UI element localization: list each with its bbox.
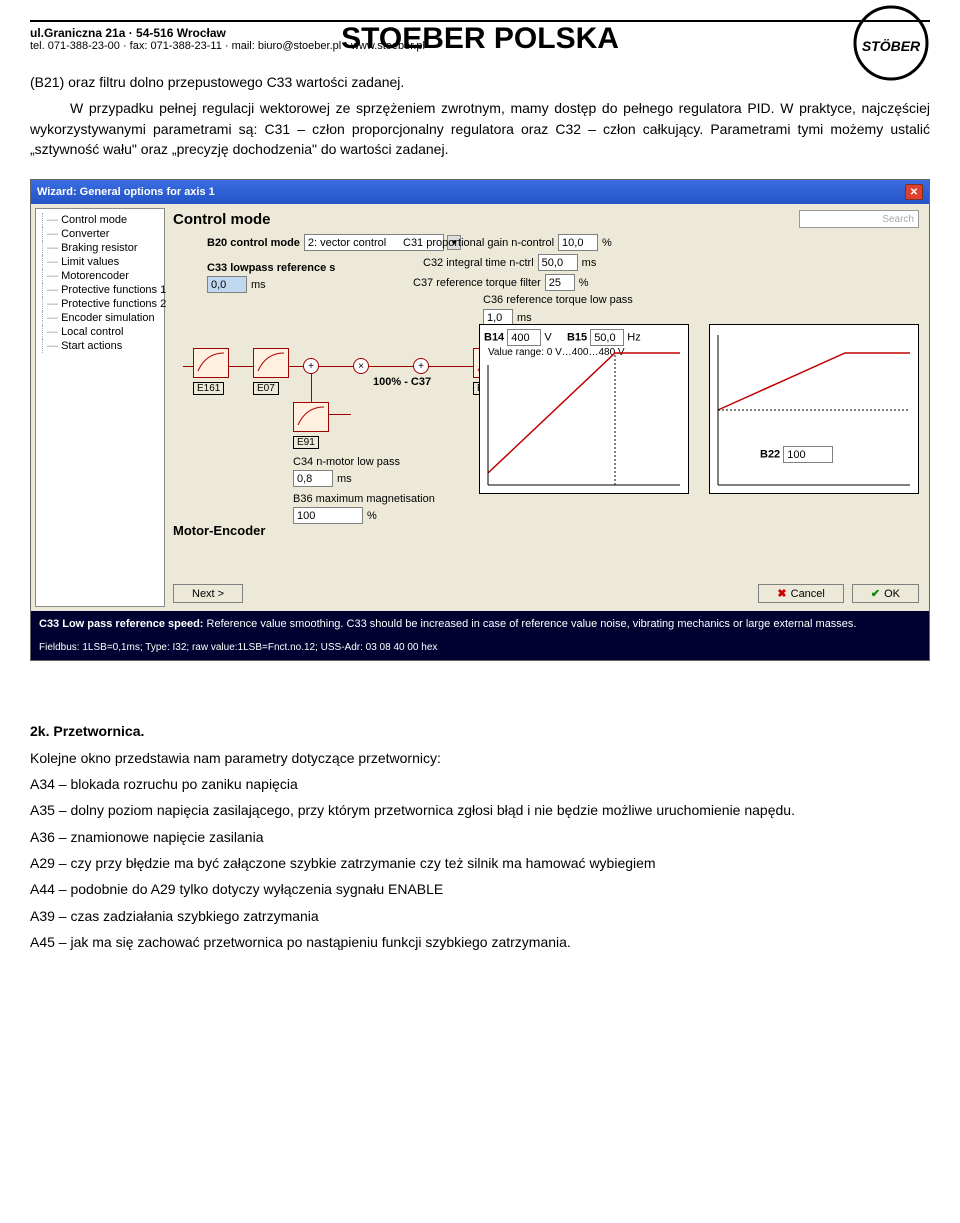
- help-text: Reference value smoothing. C33 should be…: [207, 618, 857, 630]
- c32-label: C32 integral time n-ctrl: [423, 257, 534, 269]
- header-company: STOEBER POLSKA: [341, 22, 619, 56]
- chart-b14-b15: B14 400 V B15 50,0 Hz Value range: 0 V…4…: [479, 324, 689, 494]
- fieldbus-info: Fieldbus: 1LSB=0,1ms; Type: I32; raw val…: [39, 641, 921, 654]
- wizard-window: Wizard: General options for axis 1 ✕ Con…: [30, 179, 930, 661]
- c34-input[interactable]: 0,8: [293, 470, 333, 487]
- help-bold: C33 Low pass reference speed:: [39, 618, 207, 630]
- check-icon: ✔: [871, 587, 880, 600]
- wizard-main: Control mode Search B20 control mode 2: …: [169, 204, 929, 611]
- list-item: A29 – czy przy błędzie ma być załączone …: [30, 853, 930, 873]
- b36-label: B36 maximum magnetisation: [293, 493, 435, 505]
- body-text-bottom: 2k. Przetwornica. Kolejne okno przedstaw…: [30, 721, 930, 952]
- sidebar-item[interactable]: Control mode: [42, 213, 162, 227]
- wizard-sidebar: Control mode Converter Braking resistor …: [35, 208, 165, 607]
- e07-label: E07: [253, 382, 279, 395]
- block-e161: [193, 348, 229, 378]
- c34-unit: ms: [337, 473, 352, 485]
- c37-text: 100% - C37: [373, 376, 431, 388]
- sidebar-item[interactable]: Protective functions 1: [42, 283, 162, 297]
- logo: STÖBER: [852, 4, 930, 85]
- next-button[interactable]: Next >: [173, 584, 243, 603]
- sidebar-item[interactable]: Start actions: [42, 339, 162, 353]
- c33-input[interactable]: 0,0: [207, 276, 247, 293]
- list-item: A44 – podobnie do A29 tylko dotyczy wyłą…: [30, 879, 930, 899]
- sidebar-item[interactable]: Motorencoder: [42, 269, 162, 283]
- sidebar-item[interactable]: Local control: [42, 325, 162, 339]
- c31-unit: %: [602, 237, 612, 249]
- c37-unit: %: [579, 277, 589, 289]
- c33-label: C33 lowpass reference s: [207, 262, 335, 274]
- sidebar-item[interactable]: Encoder simulation: [42, 311, 162, 325]
- b20-label: B20 control mode: [207, 237, 300, 249]
- panel-title: Control mode: [173, 211, 271, 228]
- c37-label: C37 reference torque filter: [413, 277, 541, 289]
- button-row: Next > ✖Cancel ✔OK: [173, 580, 919, 607]
- body-text-top: (B21) oraz filtru dolno przepustowego C3…: [30, 72, 930, 159]
- sum-node: +: [413, 358, 429, 374]
- c31-input[interactable]: 10,0: [558, 234, 598, 251]
- close-icon[interactable]: ✕: [905, 184, 923, 200]
- para2: W przypadku pełnej regulacji wektorowej …: [30, 98, 930, 159]
- x-icon: ✖: [777, 587, 786, 600]
- list-item: A34 – blokada rozruchu po zaniku napięci…: [30, 774, 930, 794]
- sidebar-item[interactable]: Braking resistor: [42, 241, 162, 255]
- e161-label: E161: [193, 382, 224, 395]
- c33-unit: ms: [251, 279, 266, 291]
- para3: Kolejne okno przedstawia nam parametry d…: [30, 748, 930, 768]
- list-item: A39 – czas zadziałania szybkiego zatrzym…: [30, 906, 930, 926]
- b36-unit: %: [367, 510, 377, 522]
- b36-input[interactable]: 100: [293, 507, 363, 524]
- charts: B14 400 V B15 50,0 Hz Value range: 0 V…4…: [479, 324, 919, 494]
- cancel-button[interactable]: ✖Cancel: [758, 584, 843, 603]
- sidebar-item[interactable]: Converter: [42, 227, 162, 241]
- motor-encoder-label: Motor-Encoder: [173, 523, 265, 538]
- list-item: A35 – dolny poziom napięcia zasilającego…: [30, 800, 930, 820]
- window-controls: ✕: [905, 184, 923, 200]
- sum-node: ×: [353, 358, 369, 374]
- block-e07: [253, 348, 289, 378]
- sum-node: +: [303, 358, 319, 374]
- section-2k: 2k. Przetwornica.: [30, 721, 930, 741]
- block-e91: [293, 402, 329, 432]
- sidebar-item[interactable]: Limit values: [42, 255, 162, 269]
- chart-b22: B22 100: [709, 324, 919, 494]
- e91-label: E91: [293, 436, 319, 449]
- svg-text:STÖBER: STÖBER: [862, 38, 921, 54]
- help-panel: C33 Low pass reference speed: Reference …: [31, 611, 929, 660]
- list-item: A45 – jak ma się zachować przetwornica p…: [30, 932, 930, 952]
- para1: (B21) oraz filtru dolno przepustowego C3…: [30, 72, 930, 92]
- sidebar-item[interactable]: Protective functions 2: [42, 297, 162, 311]
- diagram-area: B20 control mode 2: vector control▼ C31 …: [173, 234, 919, 574]
- list-item: A36 – znamionowe napięcie zasilania: [30, 827, 930, 847]
- c34-label: C34 n-motor low pass: [293, 456, 400, 468]
- c31-label: C31 proportional gain n-control: [403, 237, 554, 249]
- c37-input[interactable]: 25: [545, 274, 575, 291]
- search-input[interactable]: Search: [799, 210, 919, 228]
- titlebar: Wizard: General options for axis 1 ✕: [31, 180, 929, 204]
- c32-input[interactable]: 50,0: [538, 254, 578, 271]
- c36-label: C36 reference torque low pass: [483, 294, 633, 306]
- ok-button[interactable]: ✔OK: [852, 584, 919, 603]
- c32-unit: ms: [582, 257, 597, 269]
- page-header: ul.Graniczna 21a · 54-516 Wrocław tel. 0…: [30, 20, 930, 52]
- window-title: Wizard: General options for axis 1: [37, 186, 215, 198]
